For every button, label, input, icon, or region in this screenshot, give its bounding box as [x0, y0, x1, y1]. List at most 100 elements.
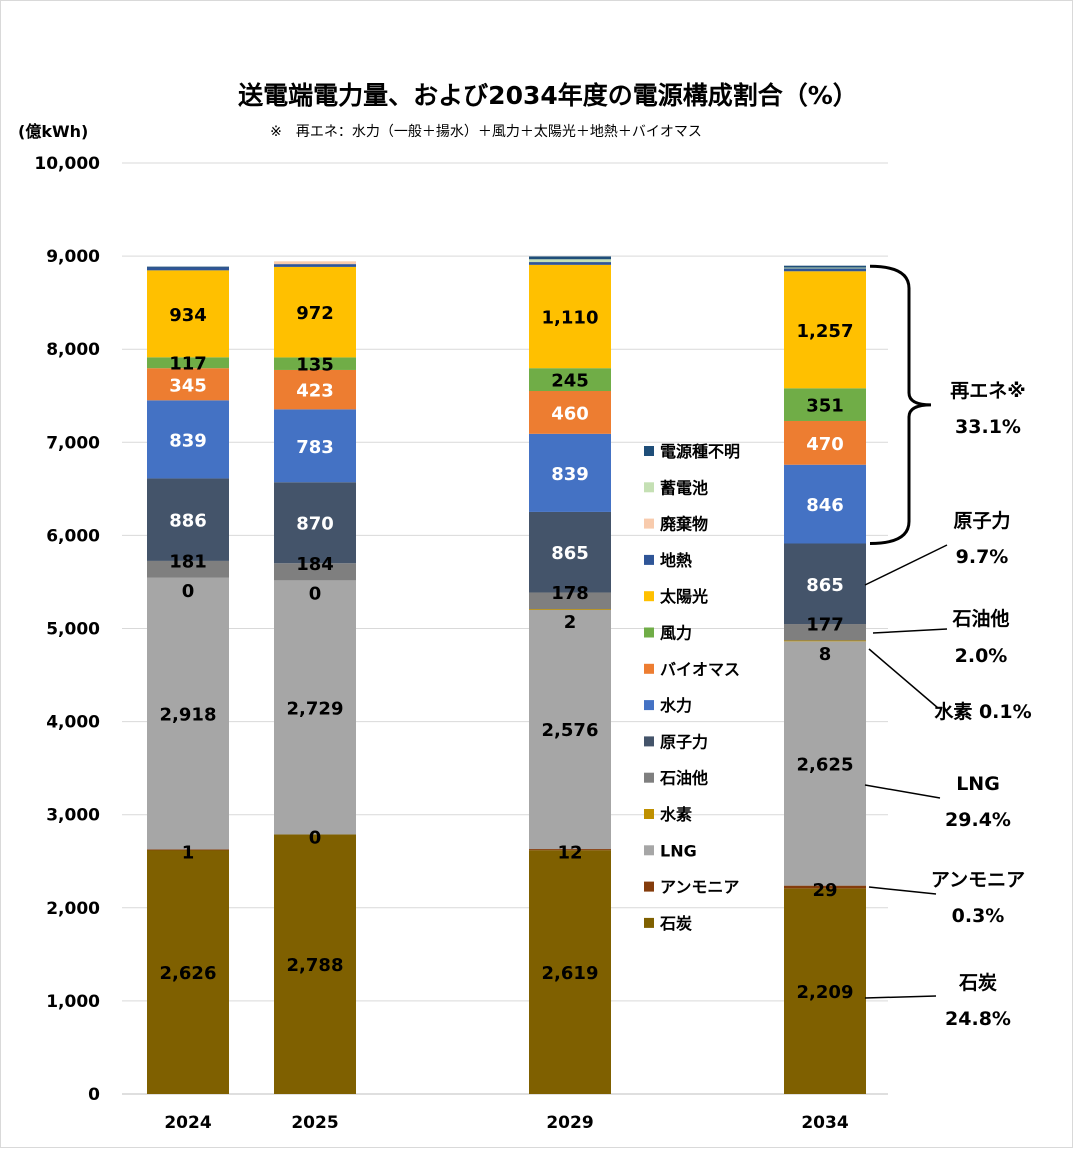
legend-label: バイオマス — [660, 660, 740, 679]
data-label-ammonia: 29 — [812, 880, 837, 901]
y-tick-label: 1,000 — [46, 992, 100, 1012]
legend-item-wind: 風力 — [644, 624, 692, 643]
data-label-oil: 178 — [551, 583, 589, 604]
bar-segment-biomass — [784, 420, 866, 465]
data-label-oil: 184 — [296, 554, 334, 575]
bar-segment-geothermal — [147, 267, 229, 271]
legend-label: 石油他 — [659, 769, 708, 788]
annotation-oil-label: 石油他 — [951, 607, 1009, 630]
legend-swatch — [644, 663, 654, 674]
data-label-nuclear: 870 — [296, 514, 334, 535]
legend-item-geothermal: 地熱 — [644, 551, 692, 570]
bar-segment-unknown — [529, 256, 611, 260]
bar-segment-geothermal — [784, 268, 866, 272]
bar-segment-hydro — [784, 464, 866, 544]
data-label-nuclear: 865 — [551, 543, 589, 564]
annotation-nuclear-label: 原子力 — [953, 509, 1010, 532]
data-label-lng: 2,625 — [797, 754, 854, 775]
bar-segment-solar — [784, 271, 866, 389]
legend-item-waste: 廃棄物 — [644, 515, 708, 534]
bar-segment-solar — [529, 264, 611, 369]
bar-segment-biomass — [529, 391, 611, 434]
bar-segment-nuclear — [147, 478, 229, 561]
bar-segment-waste — [274, 261, 356, 265]
bar-segment-wind — [784, 388, 866, 421]
data-label-coal: 2,209 — [797, 982, 854, 1003]
chart-note: ※ 再エネ：水力（一般＋揚水）＋風力＋太陽光＋地熱＋バイオマス — [270, 123, 702, 140]
bar-segment-solar — [274, 266, 356, 358]
bar-segment-ammonia — [529, 849, 611, 851]
data-label-ammonia: 12 — [557, 843, 582, 864]
bar-segment-nuclear — [784, 543, 866, 625]
bar-segment-hydrogen — [529, 609, 611, 610]
leader-line — [864, 784, 941, 799]
bar-segment-hydrogen — [784, 640, 866, 642]
annotation-coal-value: 24.8% — [945, 1008, 1011, 1030]
legend-item-oil: 石油他 — [644, 769, 708, 788]
legend-swatch — [644, 736, 654, 747]
y-tick-label: 7,000 — [46, 433, 100, 453]
legend-swatch — [644, 700, 654, 711]
bar-segment-lng — [529, 609, 611, 850]
y-tick-label: 5,000 — [46, 620, 100, 640]
legend-label: 蓄電池 — [660, 478, 708, 497]
renewables-brace — [869, 264, 932, 545]
bar-segment-biomass — [274, 369, 356, 410]
legend-label: 廃棄物 — [660, 515, 708, 534]
bar-segment-geothermal — [529, 262, 611, 265]
bar-segment-coal — [274, 834, 356, 1094]
bar-segment-hydro — [147, 400, 229, 479]
data-label-nuclear: 886 — [169, 511, 207, 532]
legend-swatch — [644, 881, 654, 892]
bar-segment-wind — [147, 357, 229, 369]
bar-segment-unknown — [147, 266, 229, 268]
bar-segment-lng — [147, 577, 229, 850]
data-label-wind: 135 — [296, 355, 334, 376]
bar-segment-coal — [147, 849, 229, 1094]
bar-segment-coal — [784, 888, 866, 1094]
data-label-ammonia: 1 — [182, 842, 195, 863]
bar-segment-geothermal — [274, 264, 356, 267]
x-tick-label: 2025 — [291, 1113, 338, 1133]
data-label-solar: 1,257 — [797, 321, 854, 342]
data-label-biomass: 460 — [551, 403, 589, 424]
y-axis-unit-label: (億kWh) — [18, 122, 88, 141]
bar-segment-hydro — [274, 409, 356, 483]
bar-segment-oil — [274, 563, 356, 581]
annotation-ammonia-value: 0.3% — [952, 905, 1005, 927]
data-label-hydrogen: 8 — [819, 644, 832, 665]
legend-swatch — [644, 518, 654, 529]
legend-item-coal: 石炭 — [644, 914, 692, 933]
bar-segment-hydro — [529, 433, 611, 512]
data-label-hydro: 783 — [296, 437, 334, 458]
data-label-oil: 181 — [169, 551, 207, 572]
bar-segment-battery — [529, 259, 611, 263]
y-tick-label: 3,000 — [46, 806, 100, 826]
data-label-lng: 2,729 — [287, 698, 344, 719]
bar-segment-solar — [147, 270, 229, 358]
legend-label: 水力 — [660, 696, 692, 715]
leader-line — [864, 544, 948, 586]
bar-segment-oil — [784, 624, 866, 641]
bar-segment-battery — [784, 267, 866, 269]
data-label-biomass: 345 — [169, 375, 207, 396]
x-tick-label: 2024 — [164, 1113, 211, 1133]
bar-segment-wind — [529, 368, 611, 392]
legend-item-solar: 太陽光 — [644, 587, 708, 606]
y-tick-label: 8,000 — [46, 340, 100, 360]
bar-segment-wind — [274, 357, 356, 370]
bar-segment-lng — [784, 641, 866, 886]
annotation-hydrogen: 水素 0.1% — [934, 700, 1031, 723]
bar-segment-nuclear — [529, 511, 611, 593]
data-label-wind: 245 — [551, 371, 589, 392]
legend-label: 太陽光 — [659, 587, 708, 606]
data-label-oil: 177 — [806, 614, 844, 635]
data-label-solar: 934 — [169, 305, 207, 326]
legend-swatch — [644, 845, 654, 856]
legend-swatch — [644, 917, 654, 928]
bar-segment-lng — [274, 580, 356, 835]
legend-swatch — [644, 554, 654, 565]
x-tick-label: 2029 — [546, 1113, 593, 1133]
y-tick-label: 10,000 — [34, 154, 100, 174]
